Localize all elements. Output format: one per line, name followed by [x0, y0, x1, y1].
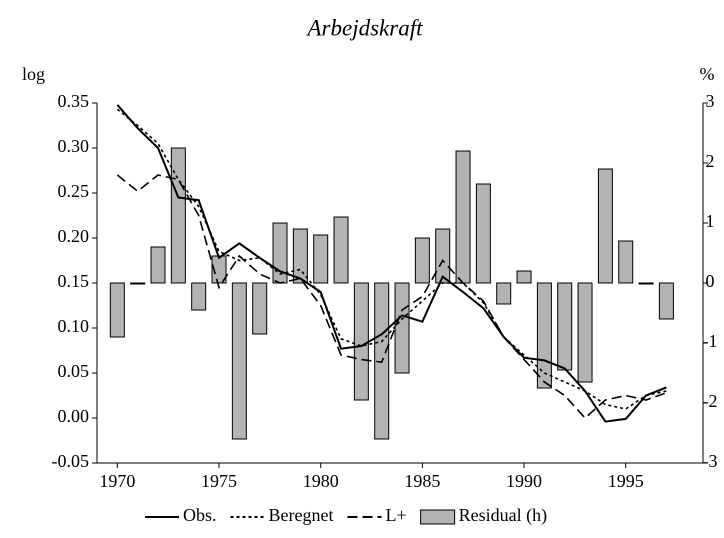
bar	[353, 282, 369, 401]
y2-tick-label: -3	[703, 451, 718, 471]
bar	[618, 240, 634, 284]
bar	[252, 282, 268, 335]
bar	[577, 282, 593, 383]
y-tick-label: 0.15	[58, 271, 90, 291]
y-tick-label: 0.20	[58, 226, 90, 246]
y-tick-label: 0.10	[58, 316, 90, 336]
bar	[292, 228, 308, 284]
y-tick-label: 0.35	[58, 91, 90, 111]
bar	[435, 228, 451, 284]
y2-tick-label: 1	[706, 211, 715, 231]
x-tick-label: 1985	[404, 471, 440, 491]
legend-label: Beregnet	[269, 505, 334, 525]
legend-label: Residual (h)	[459, 505, 547, 526]
bar	[455, 150, 471, 284]
y-tick-label: 0.05	[58, 361, 90, 381]
x-tick-label: 1970	[99, 471, 135, 491]
bar	[333, 216, 349, 284]
bar	[313, 234, 329, 284]
legend-label: Obs.	[183, 505, 217, 525]
bar	[170, 147, 186, 284]
bar	[414, 237, 430, 284]
y2-axis-label: %	[700, 64, 715, 84]
legend-swatch	[420, 509, 456, 525]
y-tick-label: -0.05	[52, 451, 90, 471]
line	[116, 108, 667, 410]
bar	[536, 282, 552, 389]
y2-tick-label: 0	[706, 271, 715, 291]
y2-tick-label: -1	[703, 331, 718, 351]
y2-tick-label: 2	[706, 151, 715, 171]
bar	[191, 282, 207, 311]
y2-tick-label: -2	[703, 391, 718, 411]
bar	[496, 282, 512, 305]
bar	[231, 282, 247, 440]
x-tick-label: 1990	[506, 471, 542, 491]
y2-tick-label: 3	[706, 91, 715, 111]
chart-title: Arbejdskraft	[306, 15, 424, 40]
bar	[394, 282, 410, 374]
bar	[557, 282, 573, 371]
x-tick-label: 1975	[201, 471, 237, 491]
line	[116, 174, 667, 420]
y-tick-label: 0.30	[58, 136, 90, 156]
bar	[658, 282, 674, 320]
bar	[516, 270, 532, 284]
y-tick-label: 0.25	[58, 181, 90, 201]
bar	[130, 282, 146, 285]
y-tick-label: 0.00	[58, 406, 90, 426]
bar	[597, 168, 613, 284]
y-axis-label: log	[22, 64, 45, 84]
x-tick-label: 1995	[608, 471, 644, 491]
bar	[109, 282, 125, 338]
bar	[638, 282, 654, 285]
bar	[150, 246, 166, 284]
legend-label: L+	[385, 505, 406, 525]
bar	[475, 183, 491, 284]
x-tick-label: 1980	[303, 471, 339, 491]
